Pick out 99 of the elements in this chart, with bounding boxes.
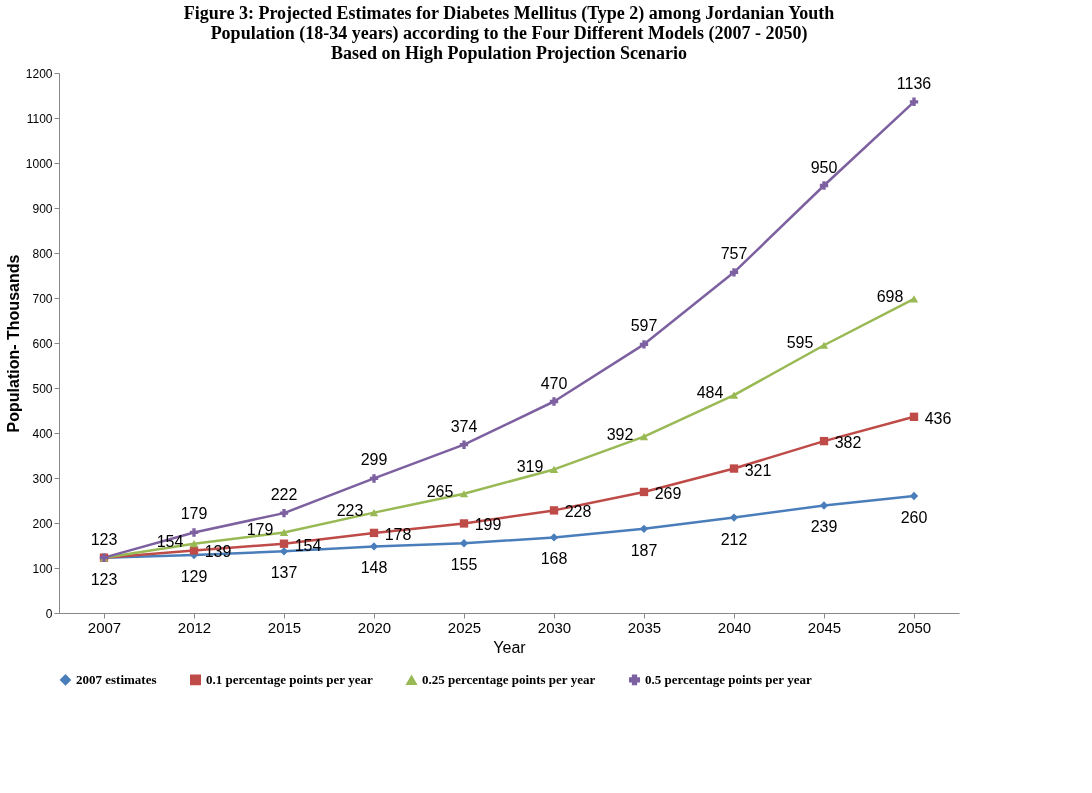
point: [279, 528, 289, 537]
y-tick-label: 800: [32, 246, 53, 261]
data-label: 129: [180, 567, 208, 585]
point: [549, 533, 559, 542]
chart-title: Figure 3: Projected Estimates for Diabetes Mellitus (Type 2) among Jordanian Youth Population (18-34 years) according to the Four Different Models (2007 - 2050) Based on High Population Projection Scenario: [183, 3, 835, 63]
data-label: 698: [876, 287, 904, 305]
y-tick-label: 0: [45, 606, 53, 621]
data-label: 484: [696, 384, 724, 402]
data-label: 595: [786, 334, 814, 352]
point: [189, 528, 199, 537]
data-label: 319: [516, 458, 544, 476]
point: [369, 528, 379, 538]
x-tick-label: 2050: [897, 618, 932, 636]
data-label: 470: [540, 374, 568, 392]
y-tick-label: 1200: [25, 66, 53, 81]
legend-label: 0.5 percentage points per year: [645, 671, 812, 687]
data-label: 123: [90, 530, 118, 548]
point: [819, 181, 829, 190]
point: [459, 490, 469, 498]
point: [279, 547, 289, 556]
point: [279, 539, 289, 548]
data-label: 168: [540, 550, 568, 568]
data-label: 148: [360, 559, 388, 577]
point: [729, 513, 739, 522]
point: [639, 432, 649, 441]
x-tick-label: 2030: [537, 618, 572, 636]
data-label: 392: [606, 425, 634, 443]
point: [729, 464, 739, 473]
x-tick-label: 2040: [717, 618, 752, 636]
x-tick-label: 2025: [447, 618, 482, 636]
point: [369, 509, 379, 517]
point: [729, 268, 739, 277]
point: [189, 540, 199, 548]
x-tick-label: 2012: [177, 618, 212, 636]
data-label: 374: [450, 417, 478, 435]
point: [909, 491, 919, 501]
legend-label: 0.25 percentage points per year: [422, 672, 596, 688]
data-label: 757: [720, 245, 748, 263]
point: [549, 397, 559, 406]
point: [639, 340, 649, 349]
point: [909, 412, 919, 421]
data-label: 950: [810, 158, 838, 176]
x-tick-label: 2020: [357, 618, 392, 636]
point: [459, 539, 469, 548]
point: [819, 341, 829, 349]
data-label: 178: [384, 525, 412, 543]
data-label: 228: [564, 503, 592, 521]
point: [459, 440, 469, 449]
y-tick-label: 200: [32, 516, 53, 531]
legend-label: 0.1 percentage points per year: [206, 671, 373, 687]
y-tick-label: 600: [32, 336, 53, 351]
data-label: 179: [246, 521, 274, 539]
y-tick-label: 700: [32, 291, 53, 306]
x-tick-label: 2007: [87, 618, 122, 636]
data-label: 212: [720, 530, 748, 548]
y-tick-label: 300: [32, 471, 53, 486]
point: [459, 519, 469, 528]
x-tick-label: 2045: [807, 618, 842, 636]
point: [369, 542, 379, 551]
data-label: 199: [474, 516, 502, 534]
point: [819, 501, 829, 510]
x-axis-title: Year: [493, 638, 527, 656]
point: [549, 506, 559, 515]
data-label: 187: [630, 541, 658, 559]
data-label: 1136: [896, 74, 932, 92]
data-label: 382: [834, 434, 862, 452]
point: [909, 97, 919, 106]
data-label: 137: [270, 564, 298, 582]
point: [639, 524, 649, 534]
data-label: 265: [426, 482, 454, 500]
y-tick-label: 900: [32, 201, 53, 216]
data-label: 269: [654, 484, 682, 502]
y-axis-title: Population- Thousands: [4, 254, 22, 433]
data-label: 260: [900, 509, 928, 526]
data-label: 179: [180, 505, 208, 523]
data-label: 223: [336, 501, 364, 519]
y-tick-label: 1000: [25, 156, 53, 171]
data-label: 123: [90, 570, 118, 588]
data-label: 155: [450, 556, 478, 574]
x-tick-label: 2015: [267, 618, 302, 636]
y-tick-label: 100: [32, 561, 53, 576]
x-tick-label: 2035: [627, 618, 662, 636]
data-label: 299: [360, 451, 388, 469]
legend-label: 2007 estimates: [76, 671, 157, 687]
y-tick-label: 1100: [26, 111, 53, 126]
point: [729, 391, 739, 399]
data-label: 321: [744, 461, 772, 479]
point: [369, 474, 379, 483]
point: [549, 465, 559, 474]
data-label: 222: [270, 486, 298, 504]
data-label: 239: [810, 518, 838, 536]
y-tick-label: 500: [32, 381, 53, 396]
point: [279, 508, 289, 518]
data-label: 597: [630, 317, 658, 335]
point: [909, 295, 919, 303]
data-label: 436: [924, 409, 952, 427]
point: [639, 487, 649, 497]
point: [819, 436, 829, 446]
y-tick-label: 400: [32, 426, 53, 441]
